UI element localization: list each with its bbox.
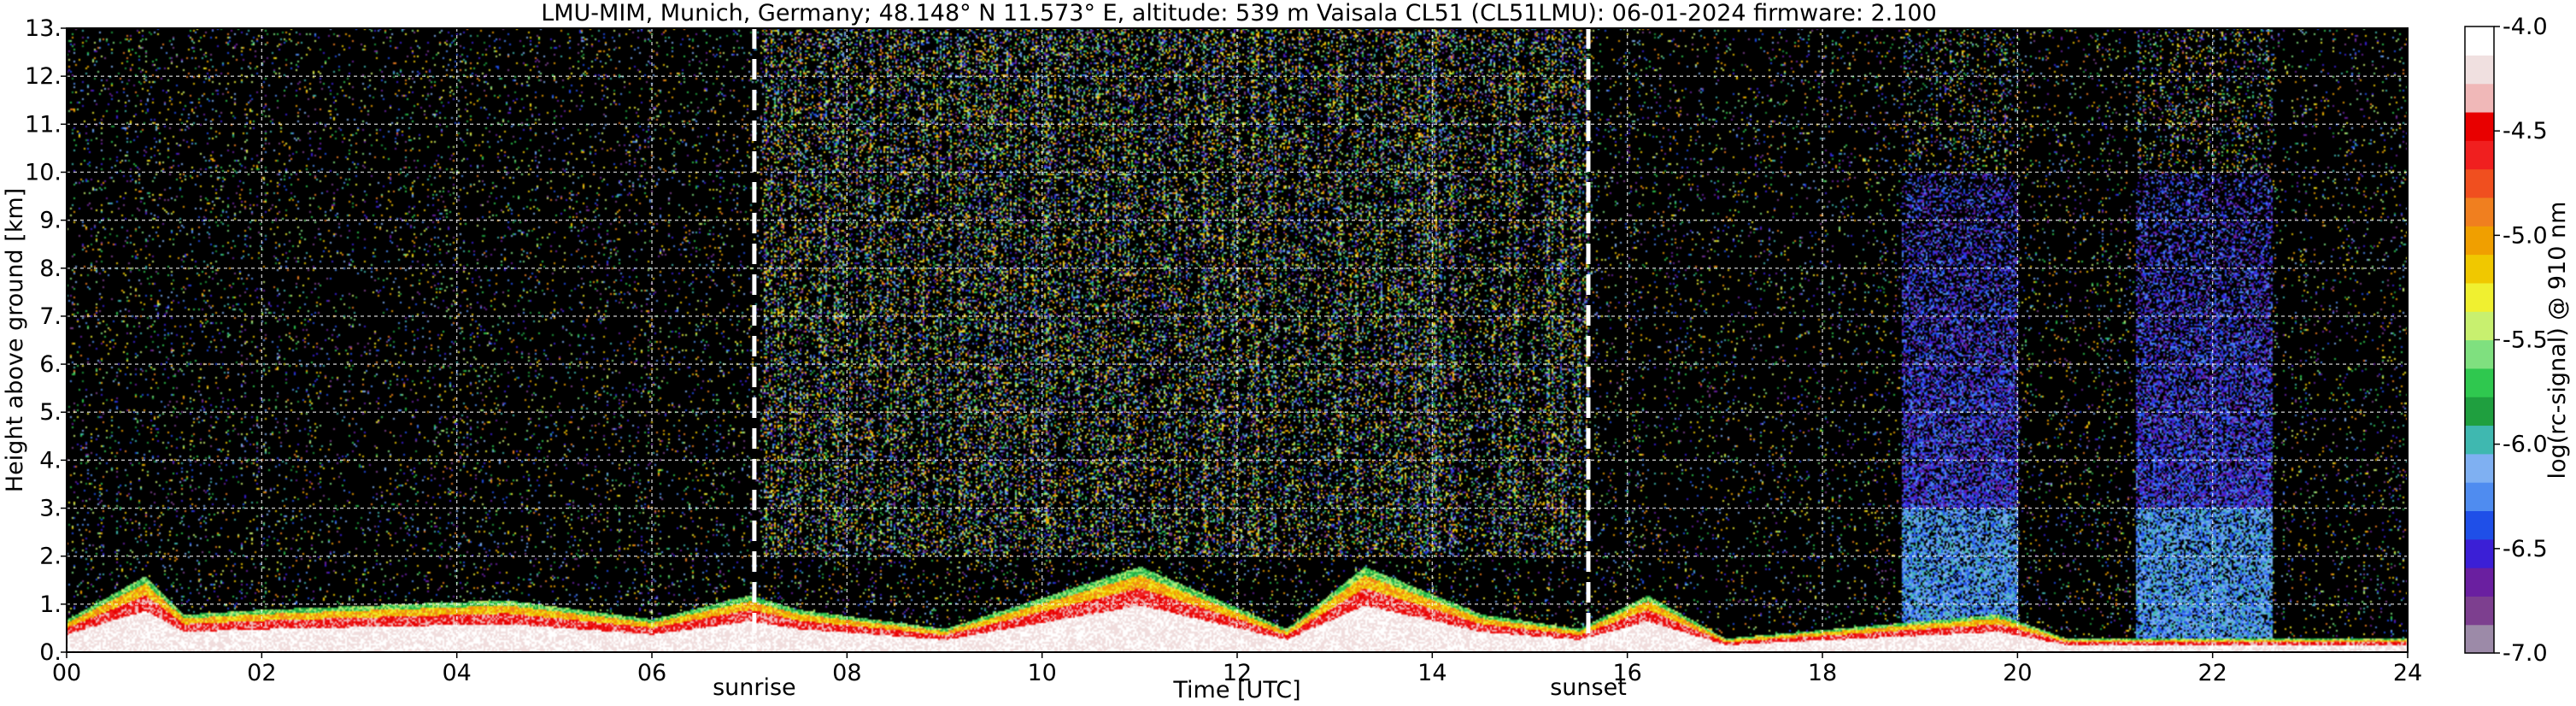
colorbar-tick-label: -6.5 [2503,536,2548,562]
colorbar-segment [2465,254,2494,284]
x-tick-label: 16 [1612,660,1641,686]
sun-markers [752,28,1591,652]
colorbar-segment [2465,111,2494,141]
colorbar-segment [2465,26,2494,56]
colorbar-tick-label: -5.5 [2503,327,2548,354]
colorbar-segment [2465,453,2494,483]
colorbar-segment [2465,282,2494,312]
x-tick-label: 12 [1223,660,1252,686]
y-axis-ticks: 0. 1. 2. 3. 4. 5. 6. 7. 8. 9. 10. 11. 12. 13. [25,15,67,666]
colorbar-segment [2465,425,2494,455]
x-tick-label: 18 [1808,660,1837,686]
colorbar-segment [2465,568,2494,597]
colorbar-ticks: -7.0 -6.5 -6.0 -5.5 -5.0 -4.5 -4.0 [2494,14,2548,667]
colorbar-segment [2465,55,2494,85]
y-tick-label: 10. [25,159,62,185]
colorbar-tick-label: -6.0 [2503,432,2548,458]
colorbar-segment [2465,339,2494,369]
x-tick-label: 08 [832,660,861,686]
colorbar-segment [2465,482,2494,512]
y-tick-label: 2. [39,544,62,570]
y-tick-label: 7. [39,303,62,330]
colorbar-tick-label: -4.0 [2503,14,2548,40]
colorbar-segment [2465,624,2494,654]
sun-marker-label: sunset [1550,674,1627,701]
x-tick-label: 10 [1027,660,1056,686]
colorbar-segment [2465,596,2494,626]
colorbar-tick-label: -5.0 [2503,222,2548,249]
colorbar-tick-label: -7.0 [2503,640,2548,667]
y-tick-label: 0. [39,639,62,666]
colorbar-tick-label: -4.5 [2503,118,2548,144]
y-tick-label: 5. [39,399,62,426]
colorbar-segment [2465,226,2494,256]
colorbar-segment [2465,140,2494,170]
x-axis-ticks: 00 02 04 06 08 10 12 14 16 18 20 22 24 sunrise sunset [52,652,2422,701]
x-tick-label: 24 [2393,660,2422,686]
y-tick-label: 9. [39,208,62,234]
x-axis-label: Time [UTC] [1172,677,1300,703]
y-tick-label: 8. [39,256,62,282]
colorbar: -7.0 -6.5 -6.0 -5.5 -5.0 -4.5 -4.0 log(rc-sign… [2464,14,2571,667]
y-tick-label: 3. [39,496,62,522]
colorbar-segment [2465,510,2494,540]
colorbar-segment [2465,311,2494,341]
sun-marker-label: sunrise [713,674,796,701]
x-tick-label: 20 [2003,660,2032,686]
plot-area [66,27,2409,653]
x-tick-label: 02 [247,660,276,686]
colorbar-segments [2465,26,2494,654]
x-tick-label: 00 [52,660,81,686]
chart-title: LMU-MIM, Munich, Germany; 48.148° N 11.5… [541,0,1937,26]
colorbar-label: log(rc-signal) @ 910 nm [2544,202,2571,479]
y-tick-label: 1. [39,591,62,618]
y-axis-label: Height above ground [km] [2,188,28,492]
colorbar-segment [2465,83,2494,113]
y-tick-label: 6. [39,351,62,378]
colorbar-segment [2465,397,2494,427]
colorbar-segment [2465,538,2494,568]
colorbar-segment [2465,197,2494,227]
colorbar-segment [2465,368,2494,397]
backscatter-heatmap [67,28,2408,652]
y-tick-label: 11. [25,111,62,138]
x-tick-label: 06 [637,660,666,686]
y-tick-label: 12. [25,63,62,90]
x-tick-label: 22 [2198,660,2227,686]
colorbar-segment [2465,168,2494,198]
y-tick-label: 4. [39,447,62,474]
x-tick-label: 14 [1417,660,1446,686]
y-tick-label: 13. [25,15,62,42]
x-tick-label: 04 [442,660,471,686]
